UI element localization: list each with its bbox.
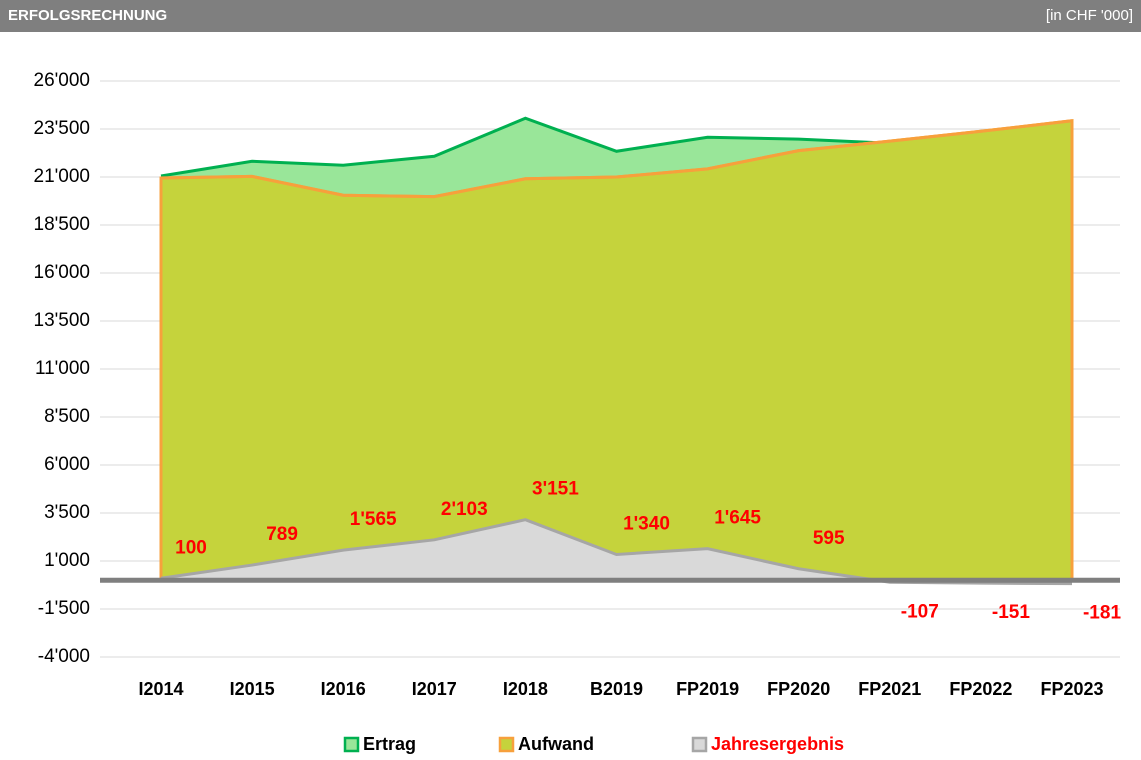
y-tick-label: 13'500: [34, 310, 90, 331]
y-tick-label: 1'000: [44, 550, 90, 571]
y-tick-label: 6'000: [44, 454, 90, 475]
area-fill: [159, 119, 1074, 582]
legend-swatch: [343, 736, 360, 753]
legend-swatch: [691, 736, 708, 753]
x-tick-label: I2014: [138, 679, 183, 699]
y-tick-label: 18'500: [34, 214, 90, 235]
legend-label: Jahresergebnis: [711, 734, 844, 754]
legend-label: Ertrag: [363, 734, 416, 754]
x-tick-label: FP2023: [1040, 679, 1103, 699]
legend-label: Aufwand: [518, 734, 594, 754]
y-tick-label: -1'500: [38, 598, 90, 619]
x-tick-label: FP2022: [949, 679, 1012, 699]
data-label: -151: [992, 602, 1030, 623]
x-tick-label: I2017: [412, 679, 457, 699]
data-label: 100: [175, 537, 207, 558]
y-tick-label: 16'000: [34, 262, 90, 283]
y-tick-label: 21'000: [34, 166, 90, 187]
area-fill: [161, 519, 1072, 584]
area-line: [160, 119, 1073, 199]
data-label: -107: [901, 601, 939, 622]
data-label: 1'340: [623, 513, 670, 534]
header-title: ERFOLGSRECHNUNG: [8, 7, 167, 24]
y-tick-label: 3'500: [44, 502, 90, 523]
data-label: 1'645: [714, 508, 761, 529]
data-label: 3'151: [532, 479, 579, 500]
x-tick-label: I2018: [503, 679, 548, 699]
y-tick-label: -4'000: [38, 646, 90, 667]
data-label: -181: [1083, 603, 1121, 624]
header-unit: [in CHF '000]: [1046, 7, 1133, 24]
data-label: 789: [266, 524, 298, 545]
x-tick-label: FP2019: [676, 679, 739, 699]
y-tick-label: 11'000: [35, 358, 90, 379]
legend-swatch: [498, 736, 515, 753]
data-label: 1'565: [350, 509, 397, 530]
x-tick-label: I2015: [230, 679, 275, 699]
y-tick-label: 26'000: [34, 70, 90, 91]
header-bar: [0, 0, 1141, 32]
x-tick-label: FP2021: [858, 679, 921, 699]
y-tick-label: 8'500: [44, 406, 90, 427]
data-label: 595: [813, 528, 845, 549]
x-tick-label: B2019: [590, 679, 643, 699]
x-tick-label: I2016: [321, 679, 366, 699]
y-tick-label: 23'500: [34, 118, 90, 139]
data-label: 2'103: [441, 499, 488, 520]
x-tick-label: FP2020: [767, 679, 830, 699]
